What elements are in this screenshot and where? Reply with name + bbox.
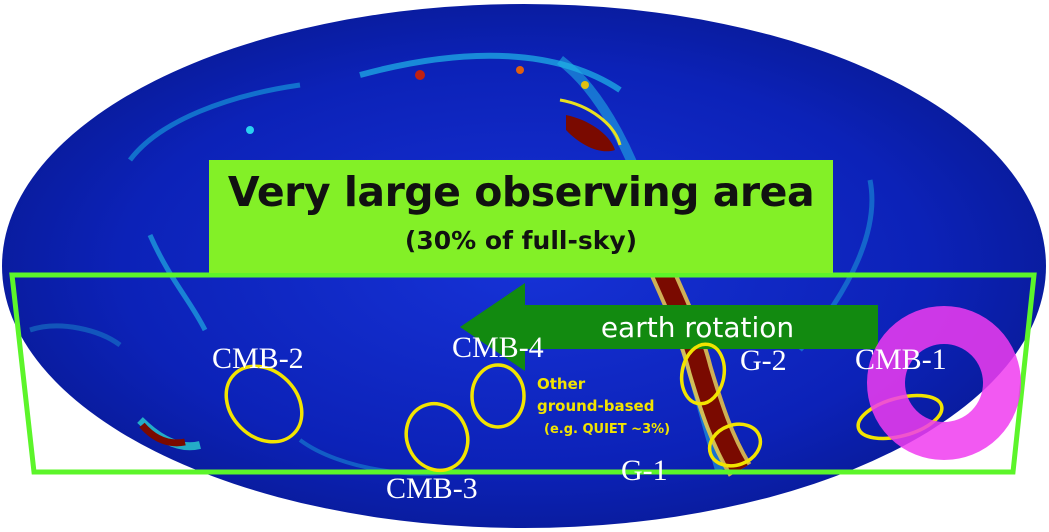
- observing-band: [9, 272, 1037, 475]
- label-cmb-1: CMB-1: [855, 343, 947, 376]
- title-box: Very large observing area (30% of full-s…: [209, 160, 833, 273]
- field-ellipse-cmb-3: [404, 401, 470, 473]
- magenta-ring-marker: [867, 306, 1021, 460]
- title-subtitle: (30% of full-sky): [404, 226, 638, 255]
- field-ellipse-cmb-2: [224, 364, 304, 444]
- other-ground-based-line3: (e.g. QUIET ~3%): [544, 422, 671, 437]
- other-ground-based-line1: Other: [537, 375, 586, 393]
- earth-rotation-arrow: [460, 283, 878, 371]
- label-g-2: G-2: [740, 344, 787, 377]
- label-cmb-4: CMB-4: [452, 331, 544, 364]
- label-cmb-2: CMB-2: [212, 342, 304, 375]
- label-g-1: G-1: [621, 454, 668, 487]
- other-ground-based-line2: ground-based: [537, 397, 655, 415]
- earth-rotation-label: earth rotation: [600, 310, 795, 344]
- field-ellipse-g-2: [679, 342, 727, 406]
- title-main: Very large observing area: [227, 168, 815, 216]
- field-ellipse-g-1: [707, 422, 763, 468]
- galactic-plane: [139, 66, 752, 477]
- label-cmb-3: CMB-3: [386, 472, 478, 505]
- field-ellipse-cmb-4: [470, 363, 526, 429]
